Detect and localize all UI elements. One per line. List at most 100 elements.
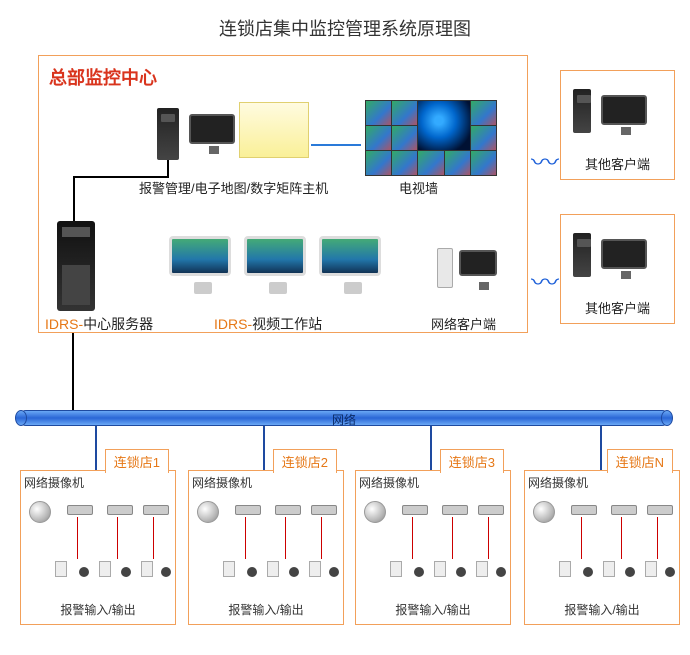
client1-label: 其他客户端 xyxy=(561,154,674,173)
store-2-io-label: 报警输入/输出 xyxy=(189,601,343,618)
spk-icon xyxy=(161,567,171,577)
dome-cam-icon xyxy=(29,501,51,523)
spk-icon xyxy=(247,567,257,577)
network-bus: 网络 xyxy=(18,410,670,426)
dome-cam-icon xyxy=(533,501,555,523)
dome-cam-icon xyxy=(197,501,219,523)
spk-icon xyxy=(665,567,675,577)
bullet-cam-3-icon xyxy=(143,505,169,515)
spk-icon xyxy=(414,567,424,577)
net-client-monitor-icon xyxy=(459,250,497,276)
alarm-dev-icon xyxy=(55,561,67,577)
net-client-label: 网络客户端 xyxy=(431,314,496,333)
rline xyxy=(153,517,154,559)
bullet-cam-icon xyxy=(478,505,504,515)
bullet-cam-2-icon xyxy=(107,505,133,515)
rline xyxy=(657,517,658,559)
hq-hline-1 xyxy=(73,176,169,178)
spk-icon xyxy=(289,567,299,577)
tv-wall-icon xyxy=(365,100,497,176)
bullet-cam-icon xyxy=(647,505,673,515)
alarm-dev-icon xyxy=(559,561,571,577)
bullet-cam-icon xyxy=(611,505,637,515)
video-ws-label: IDRS-视频工作站 xyxy=(214,314,322,334)
rline xyxy=(117,517,118,559)
alarm-host-label: 报警管理/电子地图/数字矩阵主机 xyxy=(139,178,328,197)
rline xyxy=(245,517,246,559)
alarm-host-tower-icon xyxy=(157,108,179,160)
alarm-dev-icon xyxy=(99,561,111,577)
alarm-dev-icon xyxy=(476,561,488,577)
alarm-dev-icon xyxy=(141,561,153,577)
link-lightning-2-icon: 〰 xyxy=(531,266,559,295)
store-2-netcam-label: 网络摄像机 xyxy=(192,474,252,491)
client2-tower-icon xyxy=(573,233,591,277)
dome-cam-icon xyxy=(364,501,386,523)
rline xyxy=(488,517,489,559)
spk-icon xyxy=(583,567,593,577)
network-label: 网络 xyxy=(19,411,669,428)
hq-container: 总部监控中心 报警管理/电子地图/数字矩阵主机 电视墙 IDRS-中心服务器 I… xyxy=(38,55,528,333)
hq-vline-2 xyxy=(73,176,75,222)
client2-label: 其他客户端 xyxy=(561,298,674,317)
alarm-dev-icon xyxy=(645,561,657,577)
center-server-label: IDRS-中心服务器 xyxy=(45,314,153,334)
alarm-dev-icon xyxy=(267,561,279,577)
video-ws-1-icon xyxy=(169,236,231,276)
store-1-header: 连锁店1 xyxy=(105,449,169,473)
store-n-header: 连锁店N xyxy=(607,449,673,473)
alarm-dev-icon xyxy=(309,561,321,577)
client1-monitor-icon xyxy=(601,95,647,125)
store-3-io-label: 报警输入/输出 xyxy=(356,601,510,618)
client2-monitor-icon xyxy=(601,239,647,269)
spk-icon xyxy=(121,567,131,577)
alarm-dev-icon xyxy=(390,561,402,577)
bullet-cam-icon xyxy=(235,505,261,515)
bullet-cam-1-icon xyxy=(67,505,93,515)
spk-icon xyxy=(456,567,466,577)
tv-wall-label: 电视墙 xyxy=(399,178,438,197)
store-1-io-label: 报警输入/输出 xyxy=(21,601,175,618)
rline xyxy=(285,517,286,559)
alarm-host-monitor-icon xyxy=(189,114,235,144)
emap-icon xyxy=(239,102,309,158)
alarm-to-wall-link xyxy=(311,144,361,146)
store-1-netcam-label: 网络摄像机 xyxy=(24,474,84,491)
hq-title: 总部监控中心 xyxy=(49,64,157,90)
alarm-dev-icon xyxy=(223,561,235,577)
rline xyxy=(581,517,582,559)
bullet-cam-icon xyxy=(402,505,428,515)
drop-4 xyxy=(600,426,602,470)
store-3: 连锁店3 网络摄像机 报警输入/输出 xyxy=(355,470,511,625)
drop-1 xyxy=(95,426,97,470)
center-server-icon xyxy=(57,221,95,311)
alarm-dev-icon xyxy=(603,561,615,577)
client1-tower-icon xyxy=(573,89,591,133)
other-client-2: 其他客户端 xyxy=(560,214,675,324)
video-ws-2-icon xyxy=(244,236,306,276)
spk-icon xyxy=(625,567,635,577)
diagram-title: 连锁店集中监控管理系统原理图 xyxy=(0,15,690,41)
store-3-netcam-label: 网络摄像机 xyxy=(359,474,419,491)
rline xyxy=(621,517,622,559)
net-client-pc-icon xyxy=(437,248,453,288)
rline xyxy=(452,517,453,559)
store-n: 连锁店N 网络摄像机 报警输入/输出 xyxy=(524,470,680,625)
rline xyxy=(77,517,78,559)
bullet-cam-icon xyxy=(571,505,597,515)
store-n-netcam-label: 网络摄像机 xyxy=(528,474,588,491)
other-client-1: 其他客户端 xyxy=(560,70,675,180)
spk-icon xyxy=(329,567,339,577)
store-1: 连锁店1 网络摄像机 报警输入/输出 xyxy=(20,470,176,625)
rline xyxy=(321,517,322,559)
rline xyxy=(412,517,413,559)
alarm-dev-icon xyxy=(434,561,446,577)
spk-icon xyxy=(79,567,89,577)
hq-to-net-line xyxy=(72,333,74,410)
video-ws-3-icon xyxy=(319,236,381,276)
link-lightning-1-icon: 〰 xyxy=(531,146,559,175)
store-3-header: 连锁店3 xyxy=(440,449,504,473)
drop-3 xyxy=(430,426,432,470)
spk-icon xyxy=(496,567,506,577)
store-2-header: 连锁店2 xyxy=(273,449,337,473)
